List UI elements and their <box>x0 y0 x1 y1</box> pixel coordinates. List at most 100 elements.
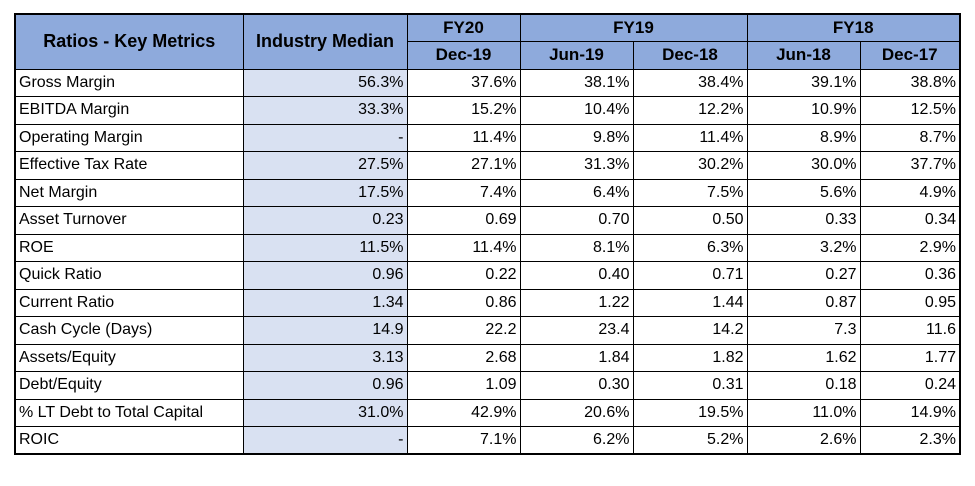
period-value-cell: 0.95 <box>859 288 961 317</box>
period-value-cell: 6.3% <box>632 233 748 262</box>
industry-median-value: 1.34 <box>242 288 408 317</box>
period-header: Dec-19 <box>406 41 521 70</box>
period-header: Dec-17 <box>859 41 961 70</box>
metric-label: Operating Margin <box>14 123 244 152</box>
industry-median-value: 17.5% <box>242 178 408 207</box>
metric-label: Quick Ratio <box>14 261 244 290</box>
industry-median-value: 11.5% <box>242 233 408 262</box>
period-value-cell: 0.31 <box>632 371 748 400</box>
period-value-cell: 6.4% <box>519 178 634 207</box>
fiscal-year-header: FY18 <box>746 13 961 42</box>
period-value-cell: 10.9% <box>746 96 861 125</box>
ratios-table-container: Ratios - Key Metrics Industry Median FY2… <box>14 13 961 455</box>
period-value-cell: 11.0% <box>746 398 861 427</box>
period-value-cell: 11.4% <box>406 123 521 152</box>
industry-median-value: 31.0% <box>242 398 408 427</box>
industry-median-value: 27.5% <box>242 151 408 180</box>
metric-label: ROIC <box>14 426 244 455</box>
period-value-cell: 9.8% <box>519 123 634 152</box>
table-row: ROE 11.5% 11.4% 8.1% 6.3% 3.2% 2.9% <box>14 233 961 262</box>
industry-median-value: - <box>242 123 408 152</box>
period-value-cell: 12.5% <box>859 96 961 125</box>
period-value-cell: 6.2% <box>519 426 634 455</box>
period-value-cell: 0.27 <box>746 261 861 290</box>
period-value-cell: 14.2 <box>632 316 748 345</box>
period-value-cell: 15.2% <box>406 96 521 125</box>
metric-label: Debt/Equity <box>14 371 244 400</box>
period-value-cell: 12.2% <box>632 96 748 125</box>
period-value-cell: 20.6% <box>519 398 634 427</box>
period-value-cell: 8.9% <box>746 123 861 152</box>
period-value-cell: 11.4% <box>632 123 748 152</box>
industry-median-value: 14.9 <box>242 316 408 345</box>
industry-median-column-header: Industry Median <box>242 13 408 70</box>
metric-label: Effective Tax Rate <box>14 151 244 180</box>
metric-label: Cash Cycle (Days) <box>14 316 244 345</box>
industry-median-value: 3.13 <box>242 343 408 372</box>
fiscal-year-header: FY19 <box>519 13 748 42</box>
period-value-cell: 1.09 <box>406 371 521 400</box>
period-value-cell: 0.36 <box>859 261 961 290</box>
industry-median-value: 0.96 <box>242 261 408 290</box>
period-value-cell: 0.24 <box>859 371 961 400</box>
period-value-cell: 0.69 <box>406 206 521 235</box>
period-value-cell: 19.5% <box>632 398 748 427</box>
fiscal-year-header: FY20 <box>406 13 521 42</box>
period-value-cell: 7.4% <box>406 178 521 207</box>
metric-label: % LT Debt to Total Capital <box>14 398 244 427</box>
header-row-groups: Ratios - Key Metrics Industry Median FY2… <box>14 13 961 70</box>
table-row: EBITDA Margin 33.3% 15.2% 10.4% 12.2% 10.9% 12… <box>14 96 961 125</box>
period-value-cell: 2.3% <box>859 426 961 455</box>
period-value-cell: 38.1% <box>519 68 634 97</box>
period-value-cell: 22.2 <box>406 316 521 345</box>
industry-median-value: 0.96 <box>242 371 408 400</box>
header-row-periods: Dec-19 Jun-19 Dec-18 Jun-18 Dec-17 <box>15 41 961 70</box>
metric-column-header: Ratios - Key Metrics <box>14 13 244 70</box>
period-value-cell: 4.9% <box>859 178 961 207</box>
metric-label: EBITDA Margin <box>14 96 244 125</box>
period-value-cell: 7.1% <box>406 426 521 455</box>
ratios-table: Ratios - Key Metrics Industry Median FY2… <box>14 13 961 455</box>
period-value-cell: 23.4 <box>519 316 634 345</box>
metric-label: ROE <box>14 233 244 262</box>
metric-label: Assets/Equity <box>14 343 244 372</box>
table-row: Asset Turnover 0.23 0.69 0.70 0.50 0.33 0.34 <box>14 206 961 235</box>
industry-median-value: 0.23 <box>242 206 408 235</box>
period-value-cell: 3.2% <box>746 233 861 262</box>
period-value-cell: 1.44 <box>632 288 748 317</box>
industry-median-value: 56.3% <box>242 68 408 97</box>
period-value-cell: 10.4% <box>519 96 634 125</box>
period-value-cell: 5.6% <box>746 178 861 207</box>
period-value-cell: 2.9% <box>859 233 961 262</box>
period-value-cell: 1.22 <box>519 288 634 317</box>
period-header: Jun-18 <box>746 41 861 70</box>
period-value-cell: 37.6% <box>406 68 521 97</box>
period-value-cell: 0.71 <box>632 261 748 290</box>
period-value-cell: 2.6% <box>746 426 861 455</box>
period-value-cell: 0.22 <box>406 261 521 290</box>
period-value-cell: 1.84 <box>519 343 634 372</box>
period-value-cell: 0.87 <box>746 288 861 317</box>
ratios-table-body: Gross Margin 56.3% 37.6% 38.1% 38.4% 39.1% 38.… <box>14 68 961 455</box>
period-value-cell: 31.3% <box>519 151 634 180</box>
industry-median-value: - <box>242 426 408 455</box>
industry-median-value: 33.3% <box>242 96 408 125</box>
table-row: Assets/Equity 3.13 2.68 1.84 1.82 1.62 1.77 <box>14 343 961 372</box>
metric-label: Gross Margin <box>14 68 244 97</box>
table-row: Net Margin 17.5% 7.4% 6.4% 7.5% 5.6% 4.9% <box>14 178 961 207</box>
period-value-cell: 0.40 <box>519 261 634 290</box>
period-value-cell: 5.2% <box>632 426 748 455</box>
table-row: Gross Margin 56.3% 37.6% 38.1% 38.4% 39.1% 38.… <box>14 68 961 97</box>
period-value-cell: 0.18 <box>746 371 861 400</box>
table-row: Operating Margin -11.4% 9.8% 11.4% 8.9% 8.7% <box>14 123 961 152</box>
period-value-cell: 1.62 <box>746 343 861 372</box>
period-value-cell: 30.2% <box>632 151 748 180</box>
table-row: Debt/Equity 0.96 1.09 0.30 0.31 0.18 0.24 <box>14 371 961 400</box>
period-value-cell: 1.77 <box>859 343 961 372</box>
period-value-cell: 11.6 <box>859 316 961 345</box>
period-value-cell: 39.1% <box>746 68 861 97</box>
metric-label: Asset Turnover <box>14 206 244 235</box>
period-value-cell: 7.5% <box>632 178 748 207</box>
metric-label: Net Margin <box>14 178 244 207</box>
period-value-cell: 2.68 <box>406 343 521 372</box>
